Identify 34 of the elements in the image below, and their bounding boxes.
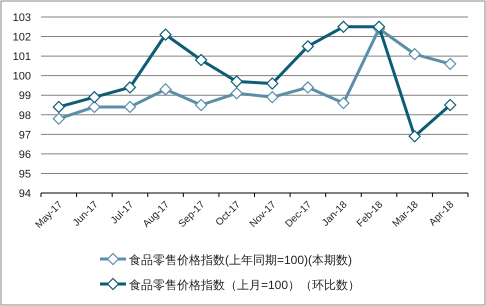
point xyxy=(230,87,243,100)
point xyxy=(52,112,65,125)
y-tick-label: 100 xyxy=(12,70,31,83)
point xyxy=(88,91,100,104)
point xyxy=(230,75,243,88)
y-tick-label: 103 xyxy=(12,12,31,24)
point xyxy=(266,77,278,90)
y-tick-label: 98 xyxy=(18,110,31,122)
point xyxy=(159,28,172,41)
y-tick-label: 96 xyxy=(18,148,31,161)
y-tick-label: 95 xyxy=(18,168,31,180)
point xyxy=(88,100,100,114)
point xyxy=(444,58,456,70)
point xyxy=(408,130,421,142)
y-tick-label: 94 xyxy=(18,188,31,200)
legend-label: 食品零售价格指数(上年同期=100)(本期数) xyxy=(129,253,352,267)
y-tick-label: 99 xyxy=(18,90,31,102)
point xyxy=(124,100,136,114)
point xyxy=(337,20,350,33)
y-tick-label: 101 xyxy=(12,51,31,64)
point xyxy=(195,98,208,112)
point xyxy=(408,48,421,60)
legend-label: 食品零售价格指数（上月=100）（环比数） xyxy=(129,278,360,292)
point xyxy=(444,98,456,112)
point xyxy=(337,96,350,110)
point xyxy=(124,81,136,94)
point xyxy=(302,81,314,94)
point xyxy=(159,83,172,96)
point xyxy=(266,91,278,104)
y-tick-label: 97 xyxy=(18,129,31,142)
y-tick-label: 102 xyxy=(12,32,31,44)
point xyxy=(195,54,208,66)
point xyxy=(302,40,314,52)
point xyxy=(52,100,65,114)
